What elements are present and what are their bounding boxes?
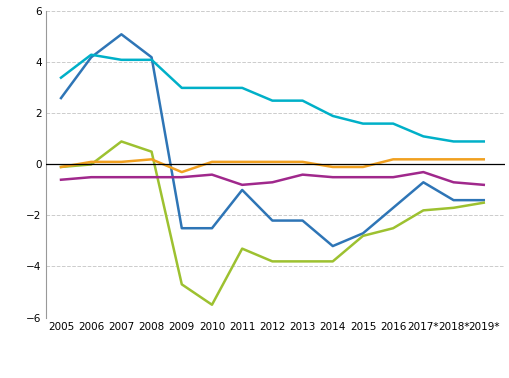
S1313 Paikallishallinto, alijäämä/BKT, % [269, 180, 275, 184]
S13149 Muut sosiaaliturvarahastot, alijäämä/BKT, % [299, 160, 305, 164]
S1313 Paikallishallinto, alijäämä/BKT, % [148, 175, 154, 180]
S13 Julkisyhteisöt, alijäämä/BKT, % [58, 96, 64, 101]
S13141 Työeläkelaitokset, alijäämä/BKT, % [209, 86, 215, 90]
S13141 Työeläkelaitokset, alijäämä/BKT, % [88, 53, 94, 57]
S13141 Työeläkelaitokset, alijäämä/BKT, % [389, 121, 395, 126]
S1311 Valtionhallinto, alijäämä/BKT, % [359, 234, 365, 238]
Line: S1313 Paikallishallinto, alijäämä/BKT, %: S1313 Paikallishallinto, alijäämä/BKT, % [61, 172, 483, 185]
S13141 Työeläkelaitokset, alijäämä/BKT, % [118, 57, 124, 62]
S13 Julkisyhteisöt, alijäämä/BKT, % [209, 226, 215, 231]
S13 Julkisyhteisöt, alijäämä/BKT, % [419, 180, 426, 184]
S13149 Muut sosiaaliturvarahastot, alijäämä/BKT, % [178, 170, 184, 174]
S1311 Valtionhallinto, alijäämä/BKT, % [299, 259, 305, 264]
S13141 Työeläkelaitokset, alijäämä/BKT, % [329, 114, 335, 118]
S1313 Paikallishallinto, alijäämä/BKT, % [389, 175, 395, 180]
S1311 Valtionhallinto, alijäämä/BKT, % [209, 302, 215, 307]
S13 Julkisyhteisöt, alijäämä/BKT, % [329, 244, 335, 248]
S1313 Paikallishallinto, alijäämä/BKT, % [359, 175, 365, 180]
S13141 Työeläkelaitokset, alijäämä/BKT, % [419, 134, 426, 139]
S1311 Valtionhallinto, alijäämä/BKT, % [239, 246, 245, 251]
S13141 Työeläkelaitokset, alijäämä/BKT, % [178, 86, 184, 90]
S13 Julkisyhteisöt, alijäämä/BKT, % [449, 198, 456, 203]
S1311 Valtionhallinto, alijäämä/BKT, % [118, 139, 124, 144]
S1311 Valtionhallinto, alijäämä/BKT, % [419, 208, 426, 212]
S13149 Muut sosiaaliturvarahastot, alijäämä/BKT, % [419, 157, 426, 162]
S13149 Muut sosiaaliturvarahastot, alijäämä/BKT, % [239, 160, 245, 164]
S1313 Paikallishallinto, alijäämä/BKT, % [329, 175, 335, 180]
S1311 Valtionhallinto, alijäämä/BKT, % [269, 259, 275, 264]
S13149 Muut sosiaaliturvarahastot, alijäämä/BKT, % [329, 165, 335, 169]
Line: S1311 Valtionhallinto, alijäämä/BKT, %: S1311 Valtionhallinto, alijäämä/BKT, % [61, 141, 483, 305]
S13149 Muut sosiaaliturvarahastot, alijäämä/BKT, % [389, 157, 395, 162]
S1311 Valtionhallinto, alijäämä/BKT, % [58, 165, 64, 169]
Line: S13149 Muut sosiaaliturvarahastot, alijäämä/BKT, %: S13149 Muut sosiaaliturvarahastot, alijä… [61, 160, 483, 172]
S13 Julkisyhteisöt, alijäämä/BKT, % [239, 188, 245, 192]
S13141 Työeläkelaitokset, alijäämä/BKT, % [148, 57, 154, 62]
S13149 Muut sosiaaliturvarahastot, alijäämä/BKT, % [480, 157, 486, 162]
S13149 Muut sosiaaliturvarahastot, alijäämä/BKT, % [269, 160, 275, 164]
S13 Julkisyhteisöt, alijäämä/BKT, % [148, 55, 154, 60]
S13 Julkisyhteisöt, alijäämä/BKT, % [269, 218, 275, 223]
S1313 Paikallishallinto, alijäämä/BKT, % [299, 172, 305, 177]
S13149 Muut sosiaaliturvarahastot, alijäämä/BKT, % [118, 160, 124, 164]
S1313 Paikallishallinto, alijäämä/BKT, % [118, 175, 124, 180]
S1313 Paikallishallinto, alijäämä/BKT, % [480, 183, 486, 187]
S13 Julkisyhteisöt, alijäämä/BKT, % [178, 226, 184, 231]
S13141 Työeläkelaitokset, alijäämä/BKT, % [359, 121, 365, 126]
S13 Julkisyhteisöt, alijäämä/BKT, % [389, 206, 395, 210]
S13141 Työeläkelaitokset, alijäämä/BKT, % [269, 98, 275, 103]
S1311 Valtionhallinto, alijäämä/BKT, % [329, 259, 335, 264]
S13149 Muut sosiaaliturvarahastot, alijäämä/BKT, % [449, 157, 456, 162]
S13 Julkisyhteisöt, alijäämä/BKT, % [480, 198, 486, 203]
S13 Julkisyhteisöt, alijäämä/BKT, % [359, 231, 365, 235]
S1313 Paikallishallinto, alijäämä/BKT, % [449, 180, 456, 184]
S13 Julkisyhteisöt, alijäämä/BKT, % [88, 55, 94, 60]
S13149 Muut sosiaaliturvarahastot, alijäämä/BKT, % [359, 165, 365, 169]
Line: S13 Julkisyhteisöt, alijäämä/BKT, %: S13 Julkisyhteisöt, alijäämä/BKT, % [61, 34, 483, 246]
S13149 Muut sosiaaliturvarahastot, alijäämä/BKT, % [148, 157, 154, 162]
S1311 Valtionhallinto, alijäämä/BKT, % [178, 282, 184, 287]
S1311 Valtionhallinto, alijäämä/BKT, % [449, 206, 456, 210]
S1311 Valtionhallinto, alijäämä/BKT, % [389, 226, 395, 231]
S13149 Muut sosiaaliturvarahastot, alijäämä/BKT, % [58, 165, 64, 169]
S13141 Työeläkelaitokset, alijäämä/BKT, % [480, 139, 486, 144]
S13149 Muut sosiaaliturvarahastot, alijäämä/BKT, % [209, 160, 215, 164]
S13149 Muut sosiaaliturvarahastot, alijäämä/BKT, % [88, 160, 94, 164]
S1311 Valtionhallinto, alijäämä/BKT, % [480, 200, 486, 205]
S13141 Työeläkelaitokset, alijäämä/BKT, % [239, 86, 245, 90]
S1313 Paikallishallinto, alijäämä/BKT, % [209, 172, 215, 177]
S1313 Paikallishallinto, alijäämä/BKT, % [88, 175, 94, 180]
S1313 Paikallishallinto, alijäämä/BKT, % [419, 170, 426, 174]
S13141 Työeläkelaitokset, alijäämä/BKT, % [449, 139, 456, 144]
Line: S13141 Työeläkelaitokset, alijäämä/BKT, %: S13141 Työeläkelaitokset, alijäämä/BKT, … [61, 55, 483, 141]
S13141 Työeläkelaitokset, alijäämä/BKT, % [58, 76, 64, 80]
S1313 Paikallishallinto, alijäämä/BKT, % [58, 178, 64, 182]
S13 Julkisyhteisöt, alijäämä/BKT, % [299, 218, 305, 223]
S13141 Työeläkelaitokset, alijäämä/BKT, % [299, 98, 305, 103]
S13 Julkisyhteisöt, alijäämä/BKT, % [118, 32, 124, 37]
S1311 Valtionhallinto, alijäämä/BKT, % [88, 162, 94, 167]
S1313 Paikallishallinto, alijäämä/BKT, % [239, 183, 245, 187]
S1311 Valtionhallinto, alijäämä/BKT, % [148, 149, 154, 154]
S1313 Paikallishallinto, alijäämä/BKT, % [178, 175, 184, 180]
